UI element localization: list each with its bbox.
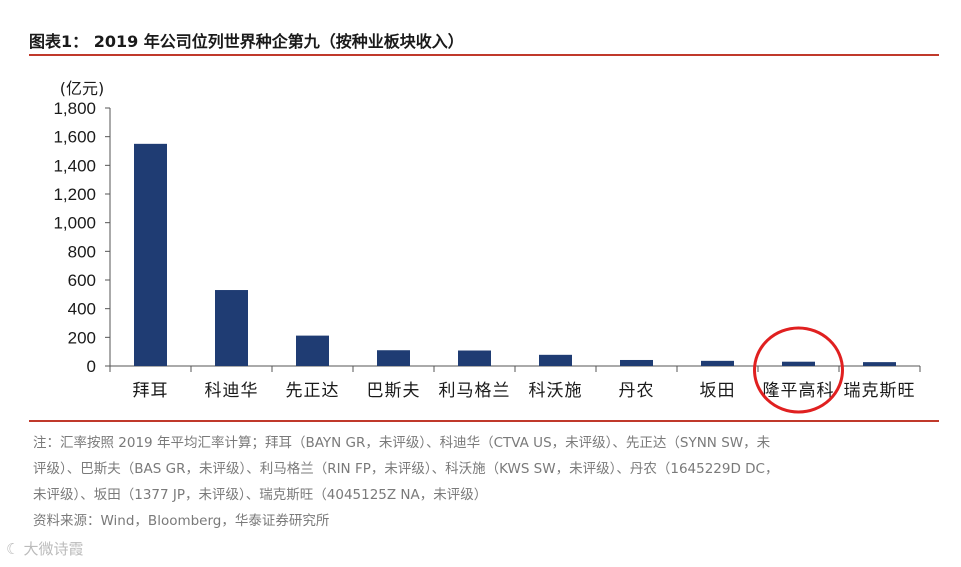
top-divider <box>29 54 939 56</box>
y-tick-label: 1,400 <box>53 156 96 175</box>
x-tick-label: 拜耳 <box>133 381 169 401</box>
bar-5 <box>458 350 491 366</box>
x-tick-label: 坂田 <box>700 381 736 401</box>
bottom-divider <box>29 420 939 422</box>
bar-3 <box>296 335 329 366</box>
x-tick-label: 巴斯夫 <box>367 381 421 401</box>
x-tick-label: 利马格兰 <box>439 381 511 401</box>
y-tick-label: 200 <box>68 328 96 347</box>
bar-1 <box>134 143 167 366</box>
x-tick-label: 科迪华 <box>205 381 259 401</box>
chart-notes: 注：汇率按照 2019 年平均汇率计算；拜耳（BAYN GR，未评级）、科迪华（… <box>33 430 939 534</box>
bar-6 <box>539 354 572 366</box>
chart-title: 图表1： 2019 年公司位列世界种企第九（按种业板块收入） <box>29 32 464 51</box>
bar-2 <box>215 290 248 366</box>
y-tick-label: 600 <box>68 271 96 290</box>
y-tick-label: 400 <box>68 300 96 319</box>
note-line-3: 未评级）、坂田（1377 JP，未评级）、瑞克斯旺（4045125Z NA，未评… <box>33 487 488 503</box>
x-tick-label: 隆平高科 <box>763 381 835 401</box>
watermark-text: 大微诗霞 <box>23 540 84 558</box>
bar-4 <box>377 350 410 366</box>
y-tick-label: 0 <box>87 357 96 376</box>
bar-10 <box>863 362 896 366</box>
watermark: ☾ 大微诗霞 <box>6 538 83 559</box>
x-tick-label: 丹农 <box>619 381 655 401</box>
y-tick-label: 800 <box>68 242 96 261</box>
source-line: 资料来源：Wind，Bloomberg，华泰证券研究所 <box>33 513 330 529</box>
y-tick-label: 1,600 <box>53 128 96 147</box>
note-line-2: 评级）、巴斯夫（BAS GR，未评级）、利马格兰（RIN FP，未评级）、科沃施… <box>33 461 779 477</box>
y-tick-label: 1,800 <box>53 99 96 118</box>
x-tick-label: 科沃施 <box>529 381 583 401</box>
y-tick-label: 1,200 <box>53 185 96 204</box>
y-unit-label: (亿元) <box>60 79 105 98</box>
x-tick-label: 瑞克斯旺 <box>844 381 916 401</box>
bar-9 <box>782 361 815 366</box>
watermark-logo-icon: ☾ <box>6 540 20 558</box>
bar-chart: (亿元) 0 200 400 600 800 1,000 1,200 1,400 1,600 1,8… <box>53 79 921 414</box>
x-tick-label: 先正达 <box>286 381 340 401</box>
note-line-1: 注：汇率按照 2019 年平均汇率计算；拜耳（BAYN GR，未评级）、科迪华（… <box>33 435 771 451</box>
y-tick-label: 1,000 <box>53 214 96 233</box>
bar-7 <box>620 359 653 366</box>
bar-8 <box>701 360 734 366</box>
highlight-circle <box>753 326 844 414</box>
